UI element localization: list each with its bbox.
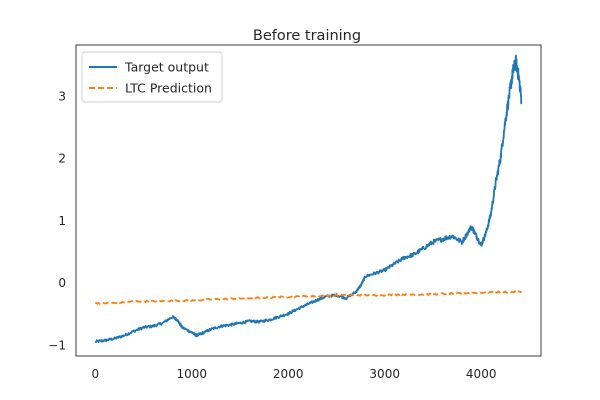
x-tick-label: 2000 [273,367,304,381]
y-tick-label: 2 [58,152,66,166]
y-tick-label: 3 [58,90,66,104]
plot-frame [75,44,542,357]
legend-label-prediction: LTC Prediction [125,81,212,96]
y-tick-label: 1 [58,214,66,228]
x-tick-label: 4000 [466,367,497,381]
legend-label-target: Target output [124,60,209,75]
x-axis: 0 1000 2000 3000 4000 [91,367,496,381]
legend: Target output LTC Prediction [81,51,223,103]
x-tick-label: 0 [91,367,99,381]
y-tick-label: 0 [58,276,66,290]
series-line-ltc-prediction [94,290,522,305]
chart-title: Before training [253,28,361,44]
x-tick-label: 1000 [177,367,208,381]
x-tick-label: 3000 [369,367,400,381]
y-tick-label: −1 [48,338,66,352]
plot-area [94,54,523,344]
legend-frame [81,51,223,103]
y-axis: −1 0 1 2 3 [48,90,66,353]
